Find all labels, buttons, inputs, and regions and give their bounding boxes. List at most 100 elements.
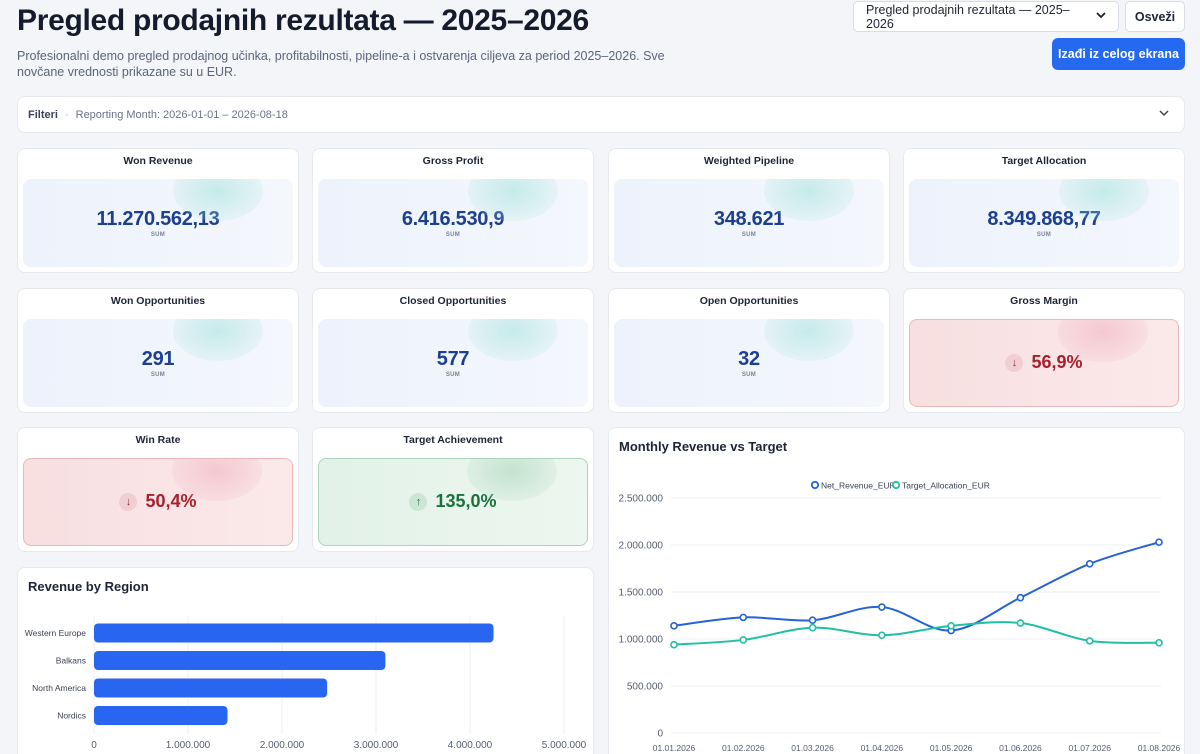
- kpi-value: 291: [141, 348, 175, 370]
- kpi-aggregation: SUM: [445, 232, 461, 238]
- category-label: Balkans: [56, 656, 86, 666]
- kpi-body: 348.621 SUM: [614, 179, 884, 267]
- y-tick-label: 2.500.000: [619, 494, 664, 505]
- data-point[interactable]: [808, 616, 817, 624]
- exit-fullscreen-button[interactable]: Izađi iz celog ekrana: [1052, 38, 1185, 70]
- filter-label: Filteri: [28, 108, 58, 121]
- series-line: [673, 541, 1160, 632]
- data-point[interactable]: [739, 636, 748, 644]
- kpi-aggregation: SUM: [1036, 232, 1052, 238]
- chevron-down-icon[interactable]: [1158, 107, 1170, 119]
- bar[interactable]: [94, 623, 494, 643]
- x-tick-label: 2.000.000: [260, 740, 305, 751]
- kpi-value: 577: [436, 348, 470, 370]
- data-point[interactable]: [1016, 619, 1025, 627]
- arrow-down-icon: ↓: [1005, 353, 1024, 372]
- x-tick-label: 01.02.2026: [722, 743, 765, 753]
- kpi-aggregation: SUM: [150, 372, 166, 378]
- kpi-title: Won Opportunities: [110, 295, 206, 307]
- kpi-value: 135,0%: [435, 491, 497, 511]
- data-point[interactable]: [1016, 593, 1025, 602]
- kpi-value: 11.270.562,13: [96, 208, 220, 230]
- refresh-button[interactable]: Osveži: [1125, 1, 1185, 32]
- kpi-title: Won Revenue: [123, 155, 193, 167]
- y-tick-label: 1.500.000: [619, 588, 664, 599]
- kpi-body: 11.270.562,13 SUM: [23, 179, 293, 267]
- y-tick-label: 2.000.000: [619, 541, 664, 552]
- category-label: Western Europe: [25, 628, 87, 638]
- data-point[interactable]: [1085, 560, 1094, 568]
- kpi-value: 32: [738, 348, 760, 370]
- filter-bar[interactable]: Filteri · Reporting Month: 2026-01-01 – …: [17, 96, 1185, 133]
- data-point[interactable]: [739, 613, 748, 622]
- x-tick-label: 01.03.2026: [791, 743, 834, 753]
- kpi-value: 8.349.868,77: [987, 208, 1101, 230]
- kpi-card-target-allocation: Target Allocation 8.349.868,77 SUM: [903, 148, 1185, 273]
- kpi-title: Win Rate: [135, 434, 181, 446]
- kpi-value: 50,4%: [145, 491, 197, 511]
- kpi-value: 6.416.530,9: [401, 208, 505, 230]
- chevron-down-icon: [1096, 10, 1106, 23]
- kpi-title: Closed Opportunities: [399, 295, 507, 307]
- kpi-card-won-opportunities: Won Opportunities 291 SUM: [17, 288, 299, 413]
- filter-separator: ·: [64, 108, 69, 121]
- kpi-card-target-achievement: Target Achievement ↑ 135,0%: [312, 427, 594, 552]
- kpi-body: ↓ 50,4%: [23, 458, 293, 546]
- series-line: [673, 621, 1160, 646]
- chart-title: Monthly Revenue vs Target: [619, 439, 788, 454]
- kpi-body: 8.349.868,77 SUM: [909, 179, 1179, 267]
- x-tick-label: 01.01.2026: [653, 743, 696, 753]
- kpi-title: Open Opportunities: [699, 295, 799, 307]
- y-tick-label: 1.000.000: [619, 635, 664, 646]
- kpi-title: Gross Profit: [422, 155, 484, 167]
- kpi-title: Gross Margin: [1010, 295, 1078, 307]
- legend-label: Net_Revenue_EUR: [821, 481, 896, 491]
- kpi-body: ↓ 56,9%: [909, 319, 1179, 407]
- kpi-body: 32 SUM: [614, 319, 884, 407]
- filter-summary: Reporting Month: 2026-01-01 – 2026-08-18: [75, 108, 288, 121]
- data-point[interactable]: [808, 623, 817, 632]
- legend-item[interactable]: Target_Allocation_EUR: [891, 480, 990, 491]
- bar[interactable]: [94, 678, 328, 698]
- data-point[interactable]: [1155, 638, 1163, 647]
- x-tick-label: 01.07.2026: [1068, 743, 1111, 753]
- kpi-title: Weighted Pipeline: [703, 155, 795, 167]
- x-tick-label: 01.05.2026: [930, 743, 973, 753]
- kpi-value: 348.621: [713, 208, 785, 230]
- kpi-aggregation: SUM: [741, 372, 757, 378]
- data-point[interactable]: [1155, 538, 1163, 546]
- legend-item[interactable]: Net_Revenue_EUR: [810, 481, 896, 491]
- chart-card-revenue-by-region: Revenue by Region 0 1.000.000 2.000.000 3.0…: [17, 567, 594, 754]
- y-tick-label: 0: [657, 729, 663, 740]
- arrow-down-icon: ↓: [119, 492, 138, 511]
- kpi-card-win-rate: Win Rate ↓ 50,4%: [17, 427, 299, 552]
- page-title: Pregled prodajnih rezultata — 2025–2026: [17, 4, 589, 37]
- kpi-body: ↑ 135,0%: [318, 458, 588, 546]
- data-point[interactable]: [670, 640, 678, 649]
- kpi-card-open-opportunities: Open Opportunities 32 SUM: [608, 288, 890, 413]
- page-description: Profesionalni demo pregled prodajnog uči…: [17, 49, 665, 79]
- data-point[interactable]: [1085, 637, 1094, 645]
- x-tick-label: 0: [91, 740, 97, 751]
- y-tick-label: 500.000: [627, 682, 664, 693]
- category-label: Nordics: [57, 711, 86, 721]
- bar-chart: 0 1.000.000 2.000.000 3.000.000 4.000.000 5.0…: [25, 616, 587, 751]
- bar[interactable]: [94, 706, 228, 725]
- kpi-title: Target Achievement: [403, 434, 503, 446]
- x-tick-label: 5.000.000: [542, 740, 587, 751]
- data-point[interactable]: [878, 603, 886, 611]
- arrow-up-icon: ↑: [409, 492, 428, 511]
- dashboard-select-value: Pregled prodajnih rezultata — 2025–2026: [866, 2, 1070, 31]
- kpi-title: Target Allocation: [1001, 155, 1087, 167]
- bar[interactable]: [94, 651, 386, 670]
- kpi-aggregation: SUM: [741, 232, 757, 238]
- dashboard-select[interactable]: Pregled prodajnih rezultata — 2025–2026: [853, 1, 1119, 32]
- kpi-value: 56,9%: [1031, 352, 1083, 372]
- data-point[interactable]: [878, 631, 886, 640]
- kpi-aggregation: SUM: [445, 372, 461, 378]
- kpi-body: 291 SUM: [23, 319, 293, 407]
- legend-marker-icon: [891, 480, 901, 490]
- data-point[interactable]: [947, 622, 955, 630]
- x-tick-label: 01.06.2026: [999, 743, 1042, 753]
- data-point[interactable]: [670, 622, 678, 630]
